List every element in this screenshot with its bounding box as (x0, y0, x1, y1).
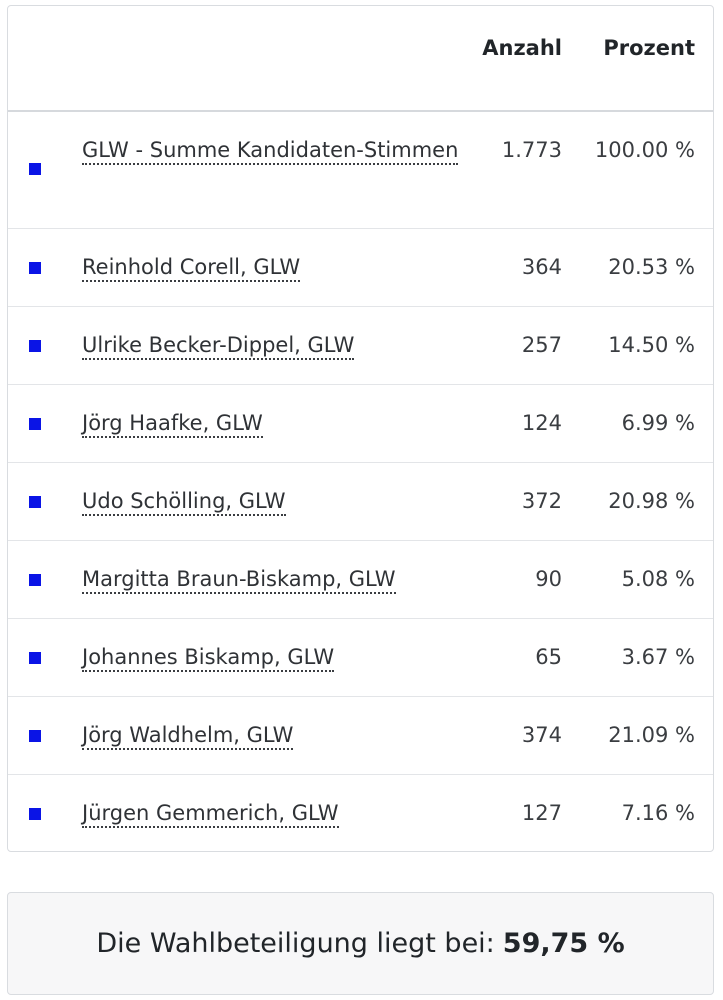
count-cell: 65 (472, 618, 572, 697)
percent-cell: 5.08 % (572, 540, 713, 619)
count-cell: 372 (472, 462, 572, 541)
percent-cell: 14.50 % (572, 306, 713, 385)
percent-cell: 3.67 % (572, 618, 713, 697)
candidate-link[interactable]: Margitta Braun-Biskamp, GLW (82, 566, 396, 594)
candidate-link[interactable]: Reinhold Corell, GLW (82, 254, 301, 282)
marker-cell (8, 696, 72, 775)
color-marker-square-icon (29, 807, 41, 820)
header-marker (8, 6, 72, 112)
marker-cell (8, 306, 72, 385)
turnout-label: Die Wahlbeteiligung liegt bei: (96, 928, 495, 959)
table-row: Johannes Biskamp, GLW 65 3.67 % (8, 618, 713, 697)
name-cell: Reinhold Corell, GLW (72, 228, 472, 307)
table-row: Margitta Braun-Biskamp, GLW 90 5.08 % (8, 540, 713, 619)
color-marker-square-icon (29, 339, 41, 352)
name-cell: Ulrike Becker-Dippel, GLW (72, 306, 472, 385)
results-table: Anzahl Prozent GLW - Summe Kandidaten-St… (8, 6, 713, 851)
marker-cell (8, 111, 72, 229)
name-cell: Jörg Haafke, GLW (72, 384, 472, 463)
candidate-link[interactable]: Jürgen Gemmerich, GLW (82, 800, 339, 828)
marker-cell (8, 462, 72, 541)
count-cell: 124 (472, 384, 572, 463)
table-row: Jürgen Gemmerich, GLW 127 7.16 % (8, 774, 713, 851)
marker-cell (8, 774, 72, 851)
percent-cell: 100.00 % (572, 111, 713, 229)
name-cell: Jürgen Gemmerich, GLW (72, 774, 472, 851)
table-row: Jörg Waldhelm, GLW 374 21.09 % (8, 696, 713, 775)
color-marker-square-icon (29, 651, 41, 664)
color-marker-square-icon (29, 417, 41, 430)
count-cell: 364 (472, 228, 572, 307)
count-cell: 1.773 (472, 111, 572, 229)
marker-cell (8, 384, 72, 463)
name-cell: GLW - Summe Kandidaten-Stimmen (72, 111, 472, 229)
table-header-row: Anzahl Prozent (8, 6, 713, 112)
color-marker-square-icon (29, 261, 41, 274)
count-cell: 374 (472, 696, 572, 775)
table-row: Jörg Haafke, GLW 124 6.99 % (8, 384, 713, 463)
candidate-link[interactable]: Johannes Biskamp, GLW (82, 644, 335, 672)
name-cell: Margitta Braun-Biskamp, GLW (72, 540, 472, 619)
turnout-box: Die Wahlbeteiligung liegt bei: 59,75 % (7, 892, 714, 995)
turnout-value: 59,75 % (502, 928, 625, 959)
color-marker-square-icon (29, 163, 41, 175)
name-cell: Jörg Waldhelm, GLW (72, 696, 472, 775)
name-cell: Udo Schölling, GLW (72, 462, 472, 541)
color-marker-square-icon (29, 729, 41, 742)
count-cell: 90 (472, 540, 572, 619)
table-row: Udo Schölling, GLW 372 20.98 % (8, 462, 713, 541)
marker-cell (8, 618, 72, 697)
candidate-link[interactable]: Jörg Waldhelm, GLW (82, 722, 294, 750)
header-count: Anzahl (472, 6, 572, 112)
count-cell: 127 (521, 800, 562, 825)
header-name (72, 6, 472, 112)
percent-cell: 6.99 % (572, 384, 713, 463)
percent-cell: 21.09 % (572, 696, 713, 775)
table-row: Reinhold Corell, GLW 364 20.53 % (8, 228, 713, 307)
candidate-link[interactable]: Jörg Haafke, GLW (82, 410, 263, 438)
percent-cell: 7.16 % (621, 800, 695, 825)
candidate-link[interactable]: GLW - Summe Kandidaten-Stimmen (82, 138, 459, 165)
marker-cell (8, 228, 72, 307)
color-marker-square-icon (29, 495, 41, 508)
table-row: Ulrike Becker-Dippel, GLW 257 14.50 % (8, 306, 713, 385)
percent-cell: 20.98 % (572, 462, 713, 541)
candidate-link[interactable]: Udo Schölling, GLW (82, 488, 286, 516)
count-cell: 257 (472, 306, 572, 385)
results-card: Anzahl Prozent GLW - Summe Kandidaten-St… (7, 5, 714, 852)
percent-cell: 20.53 % (572, 228, 713, 307)
name-cell: Johannes Biskamp, GLW (72, 618, 472, 697)
table-row: GLW - Summe Kandidaten-Stimmen 1.773 100… (8, 111, 713, 229)
color-marker-square-icon (29, 573, 41, 586)
marker-cell (8, 540, 72, 619)
candidate-link[interactable]: Ulrike Becker-Dippel, GLW (82, 332, 355, 360)
header-percent: Prozent (572, 6, 713, 112)
